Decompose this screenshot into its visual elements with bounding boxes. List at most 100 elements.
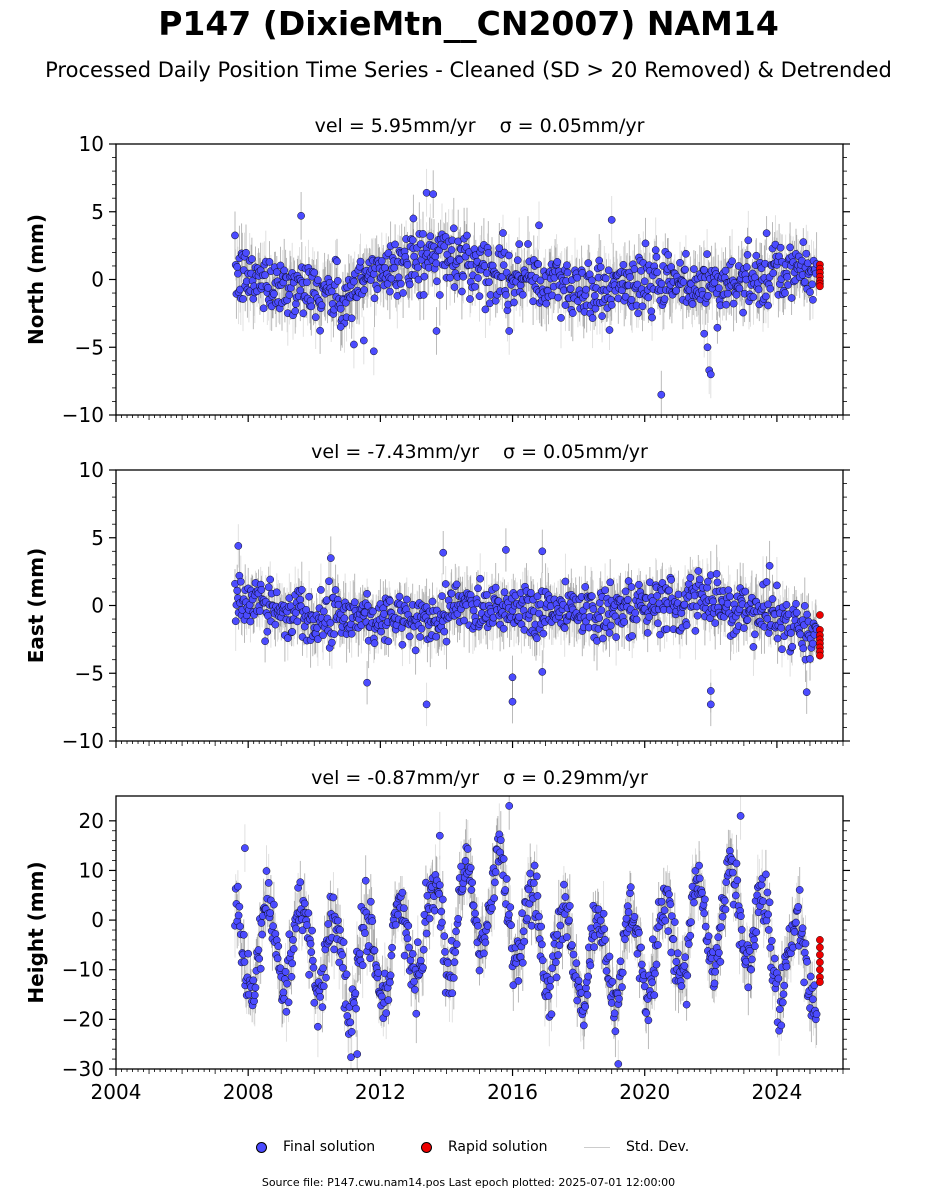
final-solution-point: [773, 634, 782, 643]
final-solution-point: [533, 892, 542, 900]
final-solution-point: [283, 634, 292, 643]
final-solution-point: [408, 950, 417, 958]
final-solution-point: [416, 240, 425, 248]
final-solution-point: [482, 591, 491, 599]
final-solution-point: [743, 615, 752, 624]
y-tick-label: 5: [91, 526, 104, 550]
rapid-solution-point: [816, 611, 824, 619]
final-solution-point: [739, 308, 747, 317]
final-solution-point: [620, 618, 629, 626]
final-solution-point: [762, 292, 770, 301]
final-solution-point: [806, 655, 814, 663]
final-solution-point: [682, 621, 691, 630]
final-solution-point: [723, 289, 732, 298]
final-solution-point: [588, 592, 596, 601]
final-solution-point: [554, 951, 562, 959]
std-dev-bars: [234, 796, 818, 1069]
panel-1: vel = 5.95mm/yr σ = 0.05mm/yr North (mm) −1…: [24, 115, 850, 427]
final-solution-point: [713, 323, 722, 332]
final-solution-point: [515, 613, 524, 621]
final-solution-point: [486, 291, 495, 299]
final-solution-point: [527, 921, 536, 930]
final-solution-point: [561, 577, 570, 586]
panel-2: vel = -7.43mm/yr σ = 0.05mm/yr East (mm) −1…: [24, 441, 850, 753]
final-solution-point: [703, 250, 711, 258]
final-solution-point: [307, 948, 316, 956]
final-solution-point: [257, 919, 266, 927]
final-solution-point: [234, 542, 243, 550]
final-solution-point: [298, 926, 307, 935]
final-solution-point: [471, 282, 479, 291]
final-solution-point: [356, 257, 365, 266]
final-solution-point: [274, 942, 283, 951]
final-solution-point: [377, 627, 385, 636]
y-tick-label: 0: [91, 594, 104, 618]
final-solution-point: [270, 900, 278, 909]
final-solution-point: [641, 239, 650, 248]
final-solution-point: [239, 295, 247, 303]
final-solution-point: [360, 286, 369, 294]
final-solution-point: [448, 989, 457, 998]
final-solution-point: [508, 673, 517, 682]
final-solution-point: [506, 903, 515, 912]
final-solution-point: [242, 248, 250, 257]
final-solution-point: [481, 305, 490, 314]
final-solution-point: [377, 257, 386, 265]
final-solution-point: [347, 314, 356, 323]
final-solution-point: [316, 326, 324, 335]
final-solution-point: [502, 546, 510, 554]
final-solution-point: [316, 993, 324, 1001]
final-solution-point: [607, 621, 615, 630]
final-solution-point: [548, 964, 557, 973]
final-solution-point: [628, 632, 637, 640]
final-solution-point: [735, 284, 744, 293]
final-solution-point: [579, 1021, 588, 1030]
final-solution-point: [599, 634, 607, 643]
final-solution-point: [286, 602, 295, 610]
final-solution-point: [588, 314, 597, 322]
final-solution-point: [428, 597, 437, 606]
final-solution-point: [502, 291, 510, 299]
final-solution-point: [484, 249, 493, 257]
panel-3: vel = -0.87mm/yr σ = 0.29mm/yr Height (mm)…: [24, 767, 850, 1104]
final-solution-point: [686, 573, 695, 582]
final-solution-point: [248, 255, 256, 263]
final-solution-point: [432, 327, 441, 335]
final-solution-point: [468, 878, 477, 887]
final-solution-point: [433, 277, 441, 286]
final-solution-point: [516, 281, 525, 290]
final-solution-point: [573, 273, 582, 282]
final-solution-point: [314, 276, 322, 284]
final-solution-point: [303, 278, 311, 287]
final-solution-point: [594, 905, 603, 914]
page-title: P147 (DixieMtn__CN2007) NAM14: [158, 4, 779, 43]
final-solution-point: [706, 614, 714, 623]
final-solution-point: [370, 294, 379, 303]
final-solution-point: [627, 295, 636, 304]
final-solution-point: [454, 914, 463, 923]
final-solution-point: [527, 589, 535, 597]
final-solution-point: [529, 297, 537, 306]
final-solution-point: [667, 575, 676, 584]
final-solution-point: [452, 940, 461, 949]
final-solution-point: [538, 668, 547, 676]
final-solution-point: [438, 918, 446, 927]
final-solution-point: [605, 952, 614, 961]
final-solution-point: [584, 259, 593, 267]
final-solution-point: [435, 881, 444, 889]
final-solution-point: [664, 251, 673, 259]
y-axis-label: East (mm): [24, 548, 48, 664]
final-solution-point: [403, 934, 412, 943]
final-solution-point: [317, 586, 325, 594]
final-solution-point: [809, 295, 817, 304]
final-solution-point: [574, 976, 583, 985]
final-solution-point: [597, 606, 606, 615]
final-solution-point: [626, 273, 634, 281]
final-solution-point: [651, 246, 660, 254]
final-solution-point: [352, 1004, 360, 1013]
final-solution-point: [390, 263, 399, 272]
final-solution-point: [244, 949, 253, 958]
final-solution-point: [422, 188, 431, 197]
final-solution-point: [532, 872, 541, 881]
final-solution-point: [538, 940, 546, 949]
